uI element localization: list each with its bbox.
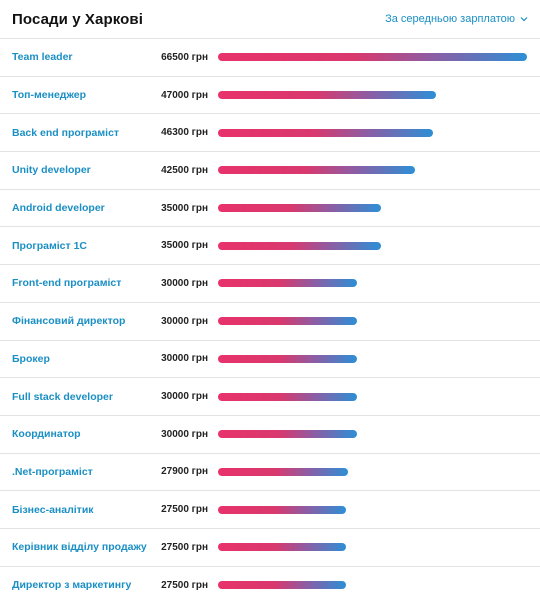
job-title-link[interactable]: Фінансовий директор xyxy=(12,315,126,328)
job-title-link[interactable]: Back end програміст xyxy=(12,126,120,139)
salary-value-label: 30000 грн xyxy=(161,315,208,327)
salary-value-label: 66500 грн xyxy=(161,51,208,63)
salary-bar xyxy=(218,543,346,552)
salary-value-label: 46300 грн xyxy=(161,127,208,139)
table-row: Unity developer 42500 грн xyxy=(0,152,540,190)
salary-bar xyxy=(218,279,357,288)
table-row: Брокер 30000 грн xyxy=(0,341,540,379)
table-row: Директор з маркетингу 27500 грн xyxy=(0,567,540,604)
salary-bar xyxy=(218,354,357,363)
salary-bar xyxy=(218,430,357,439)
salary-value-label: 27500 грн xyxy=(161,541,208,553)
table-row: Топ-менеджер 47000 грн xyxy=(0,77,540,115)
salary-bar xyxy=(218,166,415,175)
table-row: Координатор 30000 грн xyxy=(0,416,540,454)
job-title-link[interactable]: Android developer xyxy=(12,202,105,215)
chart-title: Посади у Харкові xyxy=(12,10,144,28)
salary-value-label: 35000 грн xyxy=(161,202,208,214)
salary-bar xyxy=(218,241,381,250)
job-title-link[interactable]: Топ-менеджер xyxy=(12,89,87,102)
chart-rows: Team leader 66500 грн Топ-менеджер 47000 гр… xyxy=(0,39,540,604)
table-row: Бізнес-аналітик 27500 грн xyxy=(0,491,540,529)
salary-bar xyxy=(218,204,381,213)
table-row: Керівник відділу продажу 27500 грн xyxy=(0,529,540,567)
table-row: Програміст 1С 35000 грн xyxy=(0,227,540,266)
job-title-link[interactable]: .Net-програміст xyxy=(12,465,93,478)
salary-value-label: 47000 грн xyxy=(161,89,208,101)
salary-value-label: 30000 грн xyxy=(161,391,208,403)
salary-value-label: 27500 грн xyxy=(161,504,208,516)
salary-value-label: 27500 грн xyxy=(161,579,208,591)
salary-bar xyxy=(218,505,346,514)
job-title-link[interactable]: Бізнес-аналітик xyxy=(12,503,94,516)
table-row: Front-end програміст 30000 грн xyxy=(0,265,540,303)
table-row: Full stack developer 30000 грн xyxy=(0,378,540,416)
job-title-link[interactable]: Front-end програміст xyxy=(12,277,122,290)
job-title-link[interactable]: Програміст 1С xyxy=(12,239,88,252)
salary-value-label: 30000 грн xyxy=(161,428,208,440)
job-title-link[interactable]: Керівник відділу продажу xyxy=(12,541,147,554)
salary-bar xyxy=(218,581,346,590)
salary-bar xyxy=(218,467,348,476)
salary-bar xyxy=(218,128,433,137)
salary-bar xyxy=(218,91,436,100)
table-row: Фінансовий директор 30000 грн xyxy=(0,303,540,341)
salary-value-label: 27900 грн xyxy=(161,466,208,478)
sort-dropdown[interactable]: За середньою зарплатою xyxy=(385,13,528,25)
job-title-link[interactable]: Координатор xyxy=(12,428,81,441)
job-title-link[interactable]: Team leader xyxy=(12,51,73,64)
chevron-down-icon xyxy=(520,17,528,22)
salary-value-label: 35000 грн xyxy=(161,240,208,252)
job-title-link[interactable]: Full stack developer xyxy=(12,390,113,403)
table-row: Back end програміст 46300 грн xyxy=(0,114,540,153)
job-title-link[interactable]: Unity developer xyxy=(12,164,91,177)
job-title-link[interactable]: Брокер xyxy=(12,352,50,365)
salary-bar xyxy=(218,53,527,62)
table-row: Team leader 66500 грн xyxy=(0,39,540,77)
sort-dropdown-label: За середньою зарплатою xyxy=(385,13,515,25)
table-row: Android developer 35000 грн xyxy=(0,190,540,228)
salary-value-label: 30000 грн xyxy=(161,353,208,365)
widget-header: Посади у Харкові За середньою зарплатою xyxy=(0,0,540,39)
job-title-link[interactable]: Директор з маркетингу xyxy=(12,579,132,592)
salary-bar xyxy=(218,317,357,326)
salary-value-label: 30000 грн xyxy=(161,277,208,289)
salary-value-label: 42500 грн xyxy=(161,164,208,176)
table-row: .Net-програміст 27900 грн xyxy=(0,454,540,492)
salary-bar xyxy=(218,392,357,401)
